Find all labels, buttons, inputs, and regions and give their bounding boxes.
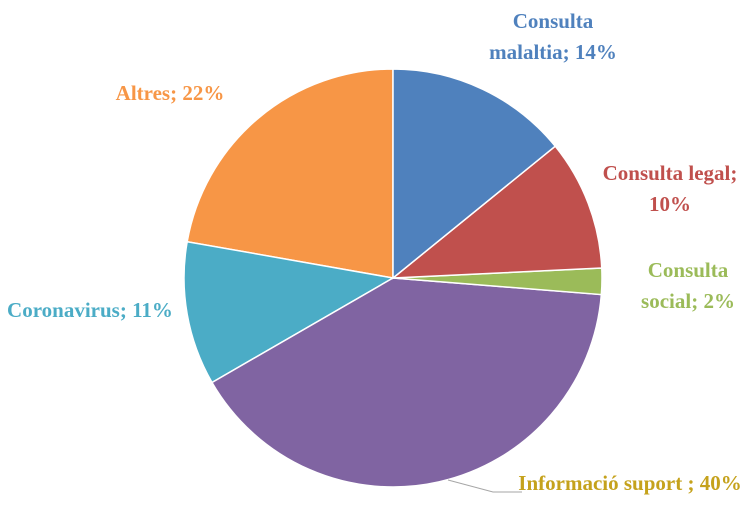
pie-slice bbox=[392, 68, 557, 280]
pie-slice bbox=[210, 277, 603, 488]
value-label: 2% bbox=[703, 289, 735, 313]
value-label: 10% bbox=[649, 192, 691, 216]
value-label: ; 40% bbox=[687, 471, 742, 495]
category-label: Altres; bbox=[115, 81, 178, 105]
slice-label: Informació suport ; 40% bbox=[515, 468, 745, 499]
leader-line bbox=[447, 479, 522, 493]
slice-label: Consulta social; 2% bbox=[623, 255, 749, 317]
slice-label: Consulta legal; 10% bbox=[595, 158, 745, 220]
pie-slice bbox=[183, 240, 396, 384]
category-label: Consulta legal; bbox=[602, 161, 738, 185]
value-label: 22% bbox=[182, 81, 225, 105]
slice-label: Coronavirus; 11% bbox=[5, 295, 175, 326]
category-label: Informació suport bbox=[518, 471, 683, 495]
slice-label: Altres; 22% bbox=[70, 78, 270, 109]
category-label: Consulta social; bbox=[641, 258, 729, 313]
category-label: Coronavirus; bbox=[7, 298, 127, 322]
category-label: Consulta malaltia; bbox=[489, 9, 594, 64]
slice-label: Consulta malaltia; 14% bbox=[483, 6, 623, 68]
pie-slice bbox=[390, 145, 603, 279]
value-label: 11% bbox=[132, 298, 173, 322]
value-label: 14% bbox=[574, 40, 617, 64]
pie-slice bbox=[186, 68, 394, 279]
